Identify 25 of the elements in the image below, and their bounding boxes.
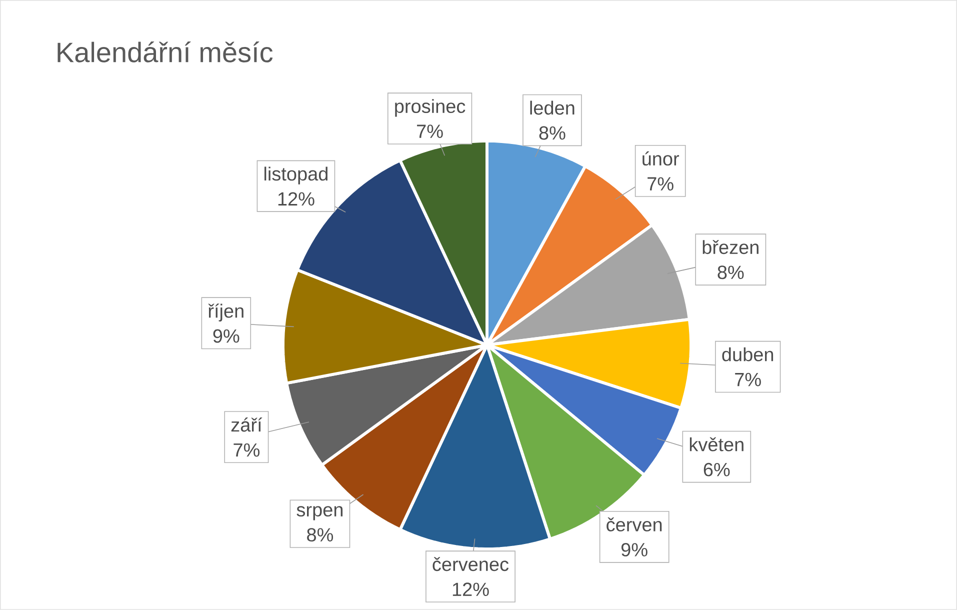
data-label: 7% [234, 443, 260, 457]
data-label: 7% [648, 177, 674, 191]
data-label: 7% [735, 372, 761, 386]
slice-label: říjen [208, 304, 244, 322]
slice-label: květen [690, 437, 744, 452]
data-label: 12% [278, 192, 314, 206]
slice-label: leden [530, 100, 574, 115]
slice-label: prosinec [395, 99, 466, 117]
slice-label: únor [642, 151, 680, 166]
slice-label: březen [702, 240, 758, 254]
data-label: 12% [452, 582, 489, 596]
data-label: 9% [213, 329, 240, 343]
slice-label: červenec [432, 557, 509, 572]
data-label: 6% [704, 462, 730, 476]
slice-label: září [231, 418, 262, 432]
data-label: 9% [622, 543, 648, 556]
data-label: 8% [539, 126, 566, 140]
data-label: 7% [417, 124, 443, 138]
chart-title: Kalendářní měsíc [58, 42, 273, 62]
slice-label: červen [606, 517, 662, 532]
data-label: 8% [718, 266, 744, 280]
slice-label: srpen [296, 506, 342, 520]
data-label: 8% [307, 528, 334, 542]
slice-label: listopad [264, 166, 328, 184]
slice-label: duben [722, 347, 774, 362]
